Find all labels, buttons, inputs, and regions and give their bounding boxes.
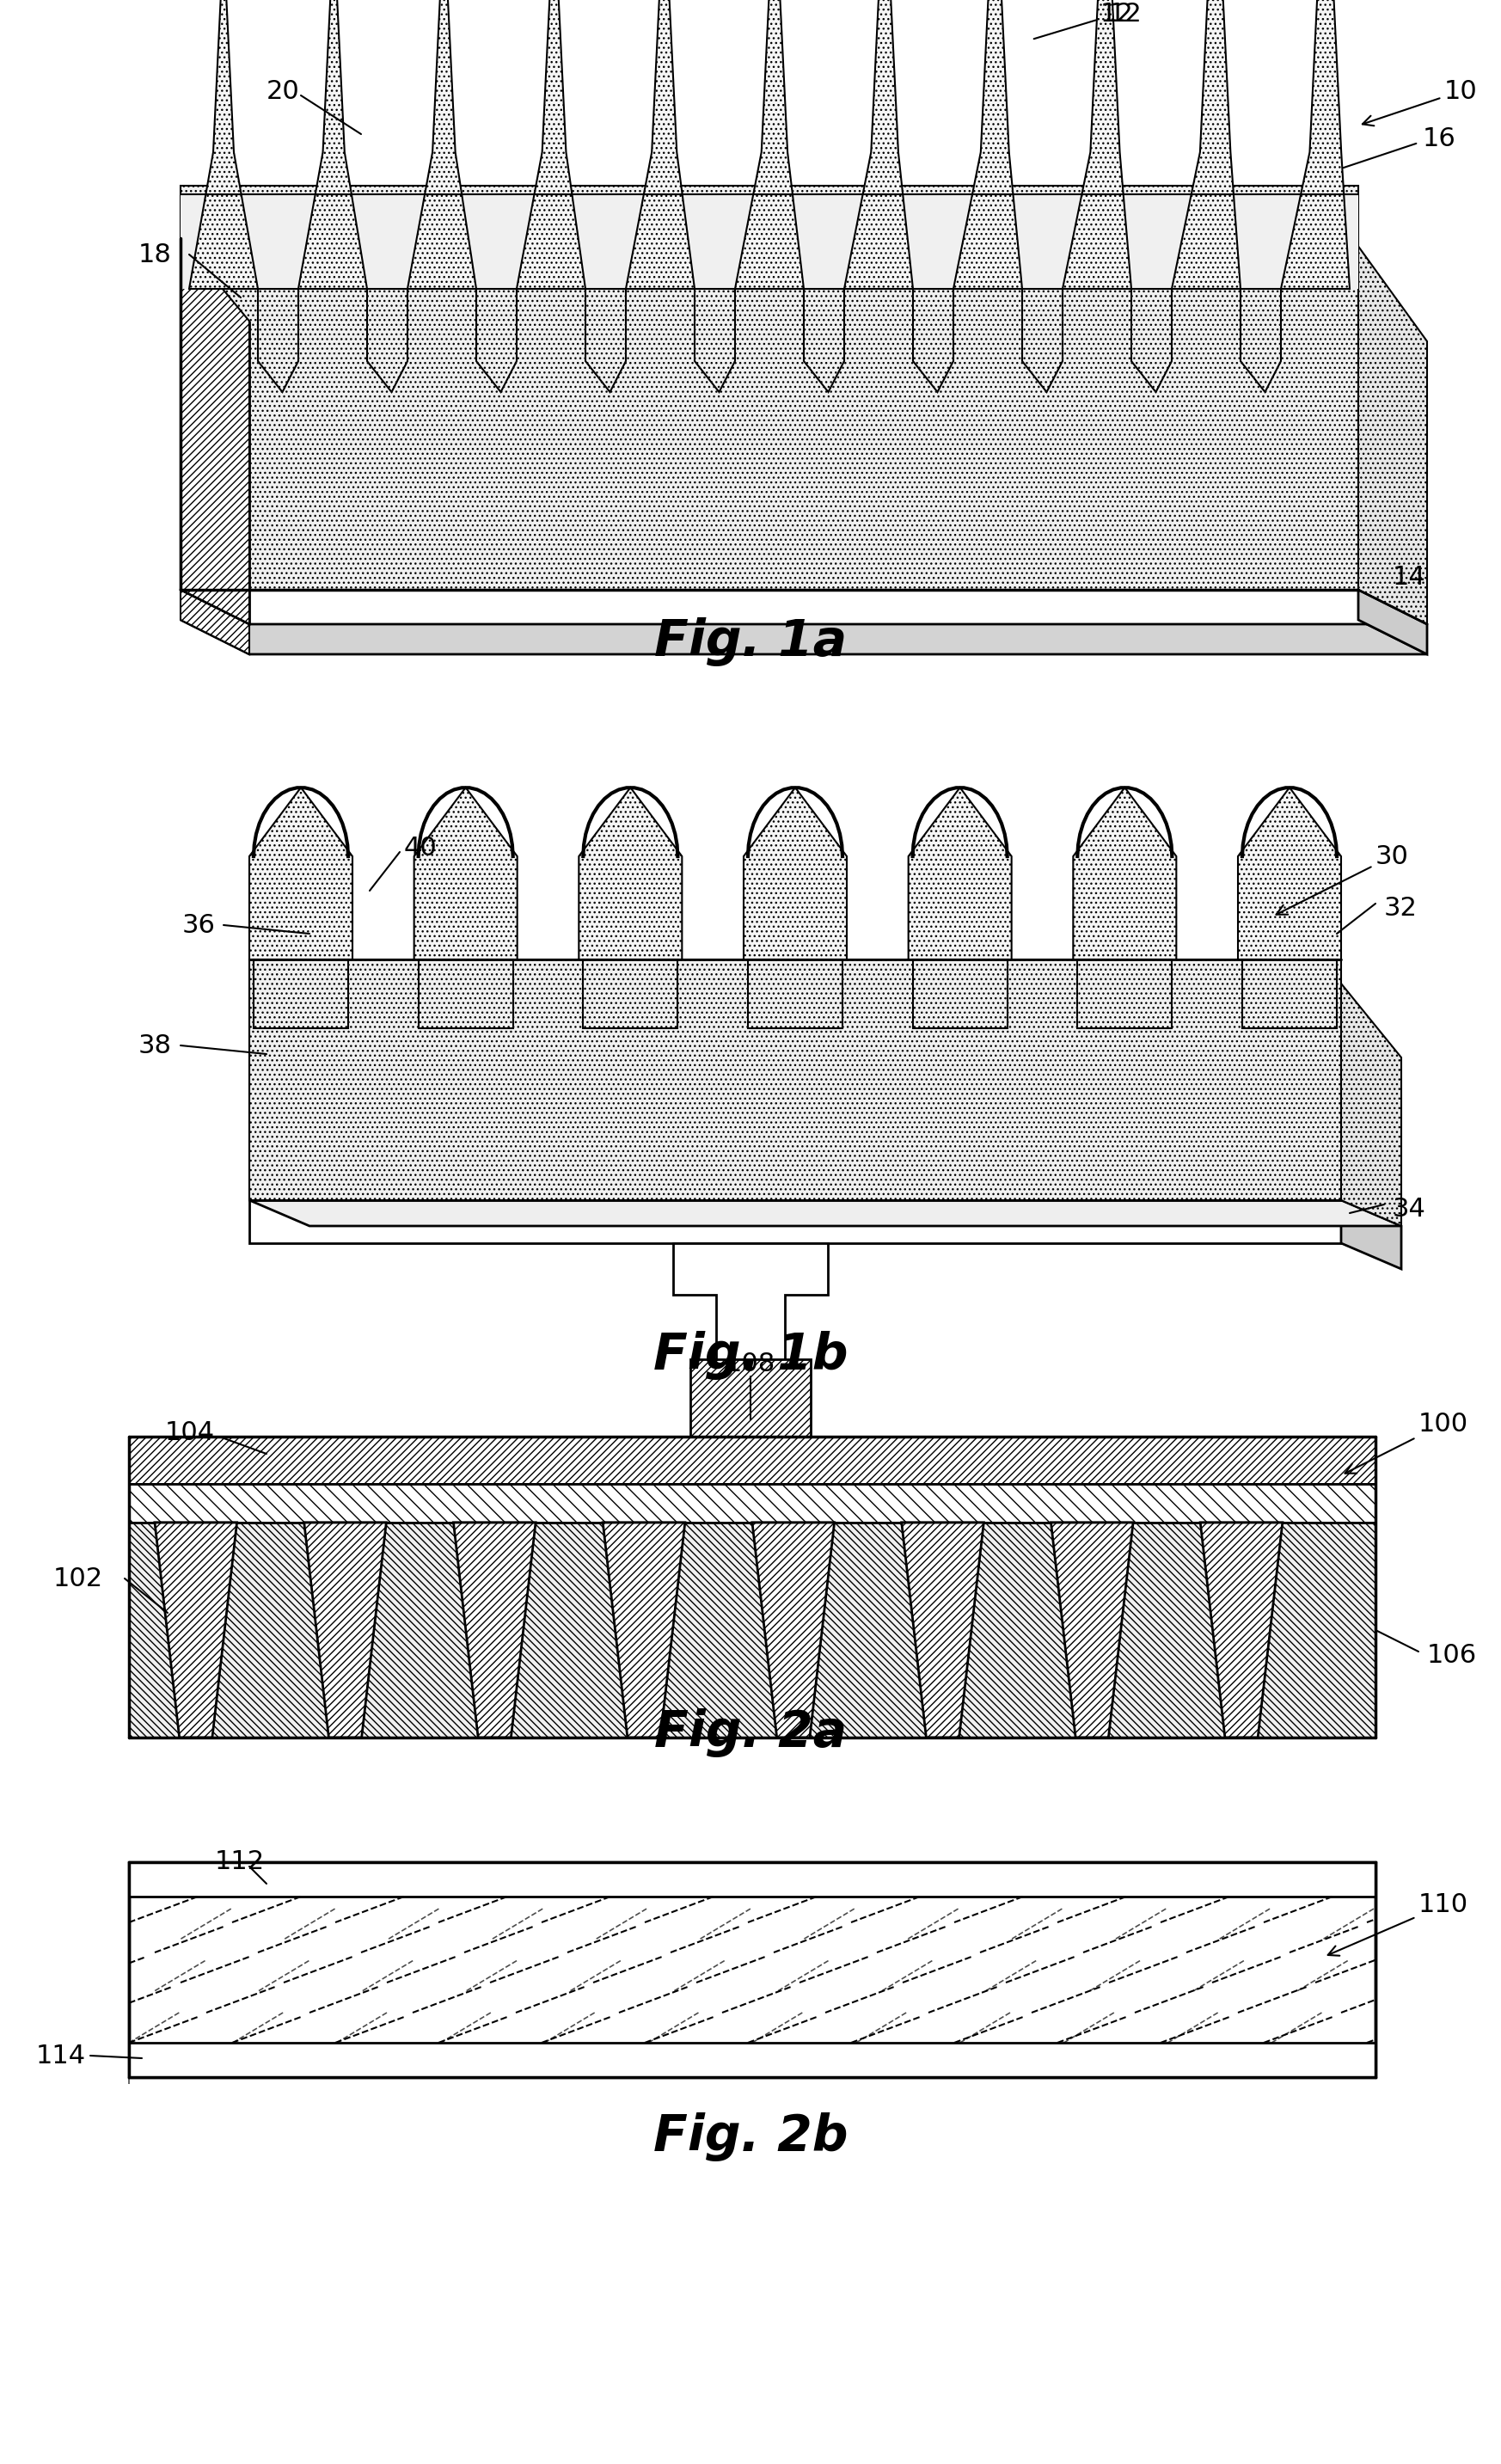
Polygon shape bbox=[1132, 288, 1172, 392]
Text: Fig. 2a: Fig. 2a bbox=[654, 1708, 847, 1757]
Polygon shape bbox=[453, 1523, 536, 1737]
Polygon shape bbox=[1201, 1523, 1282, 1737]
Polygon shape bbox=[180, 195, 1358, 288]
Polygon shape bbox=[585, 288, 626, 392]
Polygon shape bbox=[180, 589, 1427, 623]
Polygon shape bbox=[180, 621, 1427, 655]
Polygon shape bbox=[1051, 1523, 1133, 1737]
Polygon shape bbox=[1201, 1523, 1282, 1737]
Bar bbox=[129, 1483, 1375, 1523]
Polygon shape bbox=[180, 185, 1358, 589]
Polygon shape bbox=[414, 788, 518, 958]
Text: Fig. 2b: Fig. 2b bbox=[653, 2112, 848, 2161]
Text: 32: 32 bbox=[1384, 894, 1417, 922]
Polygon shape bbox=[407, 0, 476, 288]
Polygon shape bbox=[626, 0, 695, 288]
Text: 16: 16 bbox=[1423, 126, 1456, 150]
Polygon shape bbox=[476, 288, 516, 392]
Polygon shape bbox=[1340, 983, 1402, 1227]
Text: 114: 114 bbox=[36, 2043, 86, 2067]
Polygon shape bbox=[902, 1523, 983, 1737]
Polygon shape bbox=[743, 788, 847, 958]
Polygon shape bbox=[953, 0, 1022, 288]
Polygon shape bbox=[844, 0, 913, 288]
Polygon shape bbox=[299, 0, 368, 288]
Text: Fig. 1b: Fig. 1b bbox=[653, 1331, 848, 1380]
Text: 20: 20 bbox=[267, 79, 300, 103]
Text: 30: 30 bbox=[1276, 843, 1409, 914]
Polygon shape bbox=[249, 1200, 1402, 1227]
Polygon shape bbox=[579, 788, 681, 958]
Polygon shape bbox=[516, 0, 585, 288]
Text: 18: 18 bbox=[138, 241, 173, 266]
Text: 12: 12 bbox=[1109, 2, 1142, 27]
Text: 40: 40 bbox=[404, 835, 437, 860]
Polygon shape bbox=[1063, 0, 1132, 288]
Text: 100: 100 bbox=[1345, 1412, 1468, 1473]
Polygon shape bbox=[249, 788, 353, 958]
Polygon shape bbox=[1172, 0, 1240, 288]
Polygon shape bbox=[908, 788, 1012, 958]
Polygon shape bbox=[672, 1244, 829, 1380]
Polygon shape bbox=[805, 288, 844, 392]
Polygon shape bbox=[603, 1523, 684, 1737]
Text: 110: 110 bbox=[1328, 1892, 1468, 1956]
Polygon shape bbox=[1340, 1200, 1402, 1269]
Polygon shape bbox=[1358, 589, 1427, 655]
Polygon shape bbox=[752, 1523, 835, 1737]
Polygon shape bbox=[305, 1523, 386, 1737]
Text: 38: 38 bbox=[138, 1032, 173, 1057]
Text: 108: 108 bbox=[725, 1350, 776, 1375]
Polygon shape bbox=[603, 1523, 684, 1737]
Polygon shape bbox=[1022, 288, 1063, 392]
Text: 106: 106 bbox=[1427, 1643, 1477, 1668]
Polygon shape bbox=[1073, 788, 1177, 958]
Text: 12: 12 bbox=[1034, 2, 1133, 39]
Polygon shape bbox=[368, 288, 407, 392]
Text: 112: 112 bbox=[215, 1850, 264, 1875]
Polygon shape bbox=[1238, 788, 1340, 958]
Bar bbox=[129, 1437, 1375, 1483]
Bar bbox=[129, 2043, 1375, 2077]
Polygon shape bbox=[752, 1523, 835, 1737]
Text: Fig. 1a: Fig. 1a bbox=[654, 616, 847, 665]
Polygon shape bbox=[249, 958, 1340, 1200]
Text: 102: 102 bbox=[53, 1567, 104, 1592]
Polygon shape bbox=[129, 1523, 1375, 1737]
Polygon shape bbox=[453, 1523, 536, 1737]
Polygon shape bbox=[735, 0, 805, 288]
Polygon shape bbox=[1051, 1523, 1133, 1737]
Polygon shape bbox=[1280, 0, 1349, 288]
Bar bbox=[129, 1863, 1375, 2077]
Polygon shape bbox=[1240, 288, 1280, 392]
Polygon shape bbox=[305, 1523, 386, 1737]
Bar bbox=[129, 1863, 1375, 1897]
Polygon shape bbox=[180, 589, 249, 655]
Text: 104: 104 bbox=[165, 1419, 215, 1444]
Text: 10: 10 bbox=[1363, 79, 1477, 126]
Text: 36: 36 bbox=[182, 912, 215, 936]
Text: 34: 34 bbox=[1393, 1198, 1426, 1222]
Polygon shape bbox=[695, 288, 735, 392]
Polygon shape bbox=[913, 288, 953, 392]
Text: 14: 14 bbox=[1393, 564, 1426, 589]
Polygon shape bbox=[1358, 246, 1427, 623]
Polygon shape bbox=[155, 1523, 237, 1737]
Bar bbox=[690, 1360, 811, 1437]
Polygon shape bbox=[155, 1523, 237, 1737]
Polygon shape bbox=[249, 1200, 1340, 1244]
Polygon shape bbox=[902, 1523, 983, 1737]
Polygon shape bbox=[189, 0, 258, 288]
Polygon shape bbox=[180, 239, 249, 623]
Polygon shape bbox=[258, 288, 299, 392]
